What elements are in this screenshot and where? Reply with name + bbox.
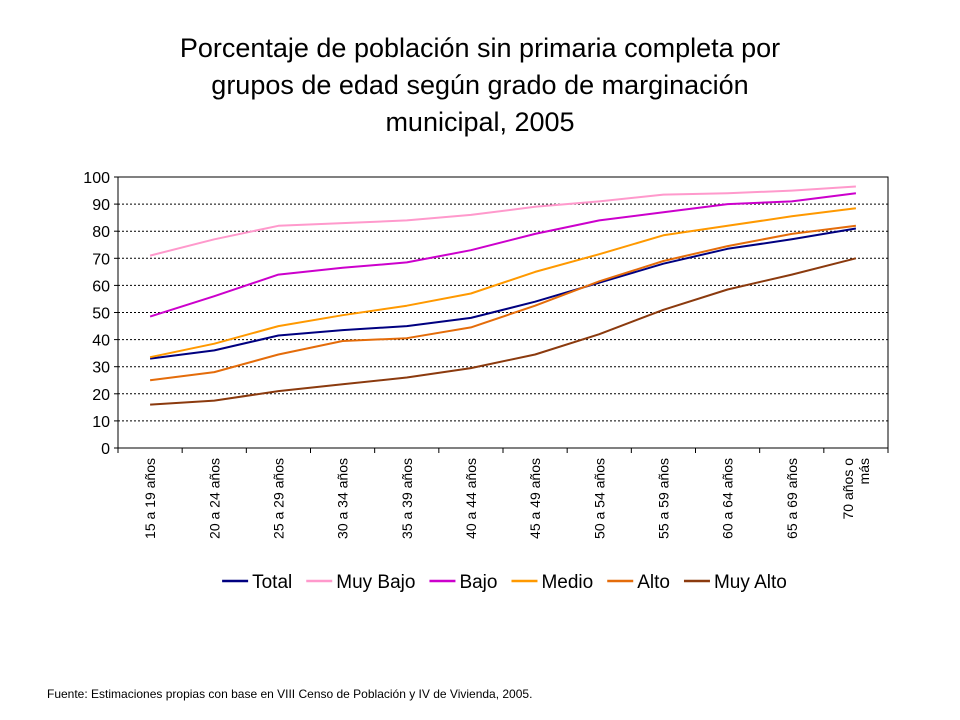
- x-tick-label-line: más: [856, 458, 872, 484]
- legend: Total Muy Bajo Bajo Medio Alto Muy Alto: [222, 572, 787, 593]
- x-tick-label: 60 a 64 años: [720, 458, 736, 539]
- x-tick-label-line: 55 a 59 años: [655, 458, 671, 539]
- legend-item-muy-alto: Muy Alto: [683, 572, 787, 593]
- legend-label: Alto: [637, 572, 670, 593]
- series-line-total: [149, 227, 857, 360]
- chart-title: Porcentaje de población sin primaria com…: [80, 30, 880, 141]
- x-tick-label-line: 70 años o: [840, 458, 856, 520]
- x-tick-label: 65 a 69 años: [784, 458, 800, 539]
- x-tick-label: 45 a 49 años: [527, 458, 543, 539]
- x-tick-label-line: 20 a 24 años: [206, 458, 222, 539]
- series-line-alto: [149, 224, 857, 382]
- source-note: Fuente: Estimaciones propias con base en…: [47, 687, 533, 701]
- series-line-medio: [149, 207, 857, 359]
- chart-title-line-2: grupos de edad según grado de marginació…: [211, 70, 749, 100]
- legend-label: Medio: [541, 572, 593, 593]
- legend-item-alto: Alto: [607, 572, 670, 593]
- x-tick-label-line: 25 a 29 años: [270, 458, 286, 539]
- x-tick-label-line: 15 a 19 años: [142, 458, 158, 539]
- x-tick-label-line: 65 a 69 años: [784, 458, 800, 539]
- chart-title-line-1: Porcentaje de población sin primaria com…: [179, 33, 781, 63]
- y-tick-label: 30: [92, 360, 110, 377]
- legend-label: Muy Alto: [714, 572, 787, 593]
- x-tick-label: 25 a 29 años: [270, 458, 286, 539]
- y-tick-label: 80: [92, 224, 110, 241]
- legend-label: Bajo: [459, 572, 497, 593]
- x-tick-label-line: 60 a 64 años: [720, 458, 736, 539]
- series-line-muy-alto: [150, 257, 857, 406]
- x-tick-label: 55 a 59 años: [655, 458, 671, 539]
- x-tick-label: 70 años o más: [840, 458, 872, 520]
- legend-label: Total: [252, 572, 292, 593]
- legend-item-muy-bajo: Muy Bajo: [306, 572, 415, 593]
- y-tick-label: 100: [83, 170, 110, 187]
- x-tick-label: 30 a 34 años: [335, 458, 351, 539]
- x-tick-label: 35 a 39 años: [399, 458, 415, 539]
- y-tick-label: 0: [101, 441, 110, 458]
- x-tick-label: 50 a 54 años: [591, 458, 607, 539]
- chart-title-line-3: municipal, 2005: [385, 107, 575, 137]
- x-tick-label: 40 a 44 años: [463, 458, 479, 539]
- x-tick-label: 15 a 19 años: [142, 458, 158, 539]
- series-line-muy-bajo: [149, 185, 856, 257]
- y-tick-label: 60: [92, 278, 110, 295]
- legend-item-medio: Medio: [511, 572, 593, 593]
- y-tick-label: 70: [92, 251, 110, 268]
- x-tick-label-line: 30 a 34 años: [335, 458, 351, 539]
- y-tick-label: 10: [92, 414, 110, 431]
- legend-item-total: Total: [222, 572, 292, 593]
- x-tick-label-line: 40 a 44 años: [463, 458, 479, 539]
- y-tick-label: 20: [92, 387, 110, 404]
- x-tick-label-line: 35 a 39 años: [399, 458, 415, 539]
- series-line-bajo: [149, 192, 857, 318]
- x-tick-label: 20 a 24 años: [206, 458, 222, 539]
- x-tick-label-line: 50 a 54 años: [591, 458, 607, 539]
- x-tick-label-line: 45 a 49 años: [527, 458, 543, 539]
- y-tick-label: 40: [92, 333, 110, 350]
- legend-item-bajo: Bajo: [429, 572, 497, 593]
- y-tick-label: 50: [92, 306, 110, 323]
- y-tick-label: 90: [92, 197, 110, 214]
- legend-label: Muy Bajo: [336, 572, 415, 593]
